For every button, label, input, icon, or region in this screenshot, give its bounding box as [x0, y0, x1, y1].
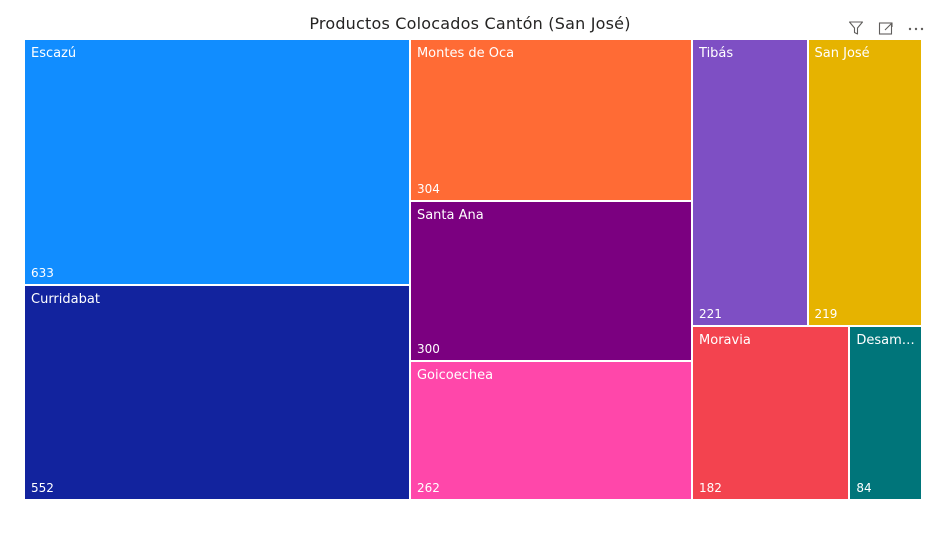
treemap-tile[interactable]: Montes de Oca 304 [410, 40, 694, 202]
tile-label: San José [814, 46, 870, 61]
chart-title: Productos Colocados Cantón (San José) [309, 14, 631, 33]
tile-value: 219 [814, 307, 838, 322]
treemap-tile[interactable]: Curridabat 552 [25, 286, 411, 501]
tile-label: Montes de Oca [416, 46, 515, 61]
treemap-tile[interactable]: Santa Ana 300 [410, 201, 694, 362]
tile-label: Escazú [31, 46, 77, 61]
tile-value: 300 [416, 341, 440, 356]
visual-toolbar [846, 18, 926, 38]
focus-mode-icon[interactable] [876, 18, 896, 38]
tile-label: Desamp... [856, 333, 915, 349]
filter-icon[interactable] [846, 18, 866, 38]
tile-value: 552 [31, 480, 54, 495]
tile-label: Tibás [699, 46, 734, 61]
tile-label: Moravia [699, 333, 751, 349]
treemap-tile[interactable]: Tibás 221 [693, 40, 809, 328]
tile-value: 262 [416, 480, 440, 495]
tile-value: 182 [699, 480, 722, 495]
tile-value: 633 [31, 266, 54, 281]
tile-label: Curridabat [31, 292, 100, 308]
tile-value: 304 [416, 181, 440, 196]
treemap-tile[interactable]: San José 219 [808, 40, 923, 328]
treemap-tile[interactable]: Escazú 633 [25, 40, 411, 287]
more-options-icon[interactable] [906, 18, 926, 38]
tile-value: 221 [699, 307, 722, 322]
tile-label: Santa Ana [416, 207, 484, 223]
treemap-tile[interactable]: Desamp... 84 [850, 327, 923, 501]
treemap-tile[interactable]: Goicoechea 262 [410, 361, 694, 501]
tile-label: Goicoechea [416, 367, 494, 383]
tile-value: 84 [856, 480, 872, 495]
treemap-tile[interactable]: Moravia 182 [693, 327, 851, 501]
